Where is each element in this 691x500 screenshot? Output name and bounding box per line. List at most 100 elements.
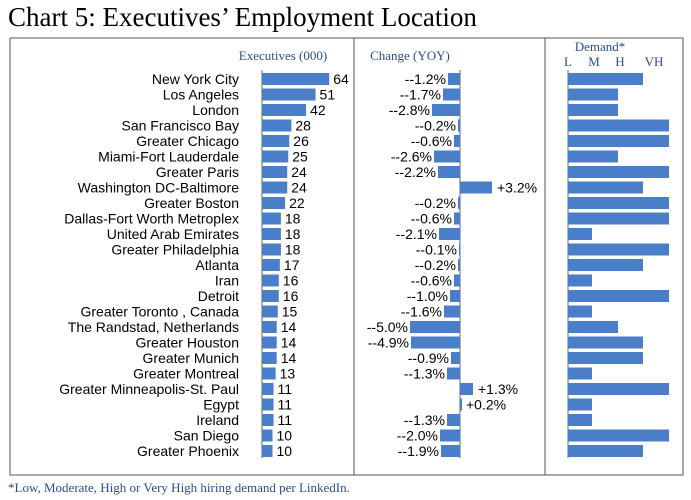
change-bar [434, 150, 460, 163]
demand-bar [568, 414, 592, 426]
executives-value-label: 28 [295, 118, 311, 134]
change-value-label: --1.7% [400, 87, 441, 103]
change-value-label: --0.6% [411, 273, 452, 289]
executives-bar [262, 73, 330, 85]
category-label: Egypt [203, 397, 239, 413]
change-header: Change (YOY) [370, 48, 450, 63]
change-value-label: --1.3% [404, 366, 445, 382]
executives-value-label: 15 [282, 304, 298, 320]
change-bar [447, 414, 460, 426]
demand-bar [568, 429, 669, 442]
executives-bar [262, 383, 274, 395]
change-value-label: --2.6% [391, 149, 432, 165]
category-label: Detroit [198, 288, 239, 304]
change-bar [444, 305, 460, 318]
category-label: London [192, 102, 239, 118]
executives-value-label: 42 [310, 102, 326, 118]
change-value-label: --0.6% [411, 133, 452, 149]
category-label: Los Angeles [163, 87, 239, 103]
category-label: United Arab Emirates [107, 226, 239, 242]
demand-bar [568, 336, 643, 349]
executives-value-label: 13 [280, 366, 296, 382]
executives-value-label: 10 [277, 428, 293, 444]
demand-bar [568, 197, 669, 209]
demand-bar [568, 119, 669, 132]
executives-bar [262, 259, 280, 271]
executives-value-label: 24 [291, 164, 307, 180]
demand-bar [568, 445, 643, 457]
executives-value-label: 11 [278, 412, 293, 428]
demand-bar [568, 352, 643, 364]
demand-level-label: L [564, 54, 572, 69]
change-bar [459, 243, 461, 256]
panel-demand-frame [544, 37, 684, 476]
change-bar [454, 135, 460, 147]
change-bar [411, 336, 460, 349]
executives-bar [262, 197, 286, 209]
executives-bar [262, 135, 290, 147]
change-bar [458, 197, 460, 209]
demand-bar [568, 166, 669, 178]
demand-bar [568, 290, 669, 302]
executives-bar [262, 305, 278, 318]
executives-bar [262, 212, 281, 225]
demand-bar [568, 135, 669, 147]
executives-bar [262, 367, 276, 380]
executives-value-label: 22 [289, 195, 305, 211]
change-value-label: +0.2% [466, 397, 506, 413]
executives-bar [262, 228, 281, 240]
executives-bar [262, 352, 277, 364]
change-bar [450, 290, 460, 302]
executives-bar [262, 429, 273, 442]
executives-bar [262, 119, 292, 132]
change-value-label: --1.9% [398, 443, 439, 459]
change-value-label: --1.6% [401, 304, 442, 320]
category-label: The Randstad, Netherlands [68, 319, 239, 335]
category-label: Greater Munich [143, 350, 239, 366]
category-label: Atlanta [195, 257, 239, 273]
change-bar [443, 88, 460, 101]
demand-bar [568, 88, 618, 101]
demand-bar [568, 181, 643, 194]
category-label: Miami-Fort Lauderdale [98, 149, 239, 165]
demand-level-label: VH [645, 54, 664, 69]
category-label: Ireland [196, 412, 239, 428]
executives-value-label: 10 [277, 443, 293, 459]
executives-header: Executives (000) [239, 48, 327, 63]
executives-value-label: 16 [283, 273, 299, 289]
demand-bar [568, 383, 669, 395]
change-value-label: --0.1% [416, 242, 457, 258]
change-value-label: --2.2% [395, 164, 436, 180]
demand-level-label: H [615, 54, 624, 69]
executives-bar [262, 166, 288, 178]
demand-bar [568, 305, 592, 318]
executives-bar [262, 414, 274, 426]
category-label: Greater Montreal [133, 366, 239, 382]
executives-bar [262, 398, 274, 411]
executives-bar [262, 243, 281, 256]
category-label: Greater Paris [156, 164, 239, 180]
executives-value-label: 18 [285, 242, 301, 258]
change-bar [458, 259, 460, 271]
demand-bar [568, 73, 643, 85]
demand-level-label: M [588, 54, 600, 69]
executives-bar [262, 336, 277, 349]
change-value-label: --0.9% [408, 350, 449, 366]
executives-value-label: 18 [285, 226, 301, 242]
executives-bar [262, 104, 307, 116]
category-label: Washington DC-Baltimore [78, 180, 240, 196]
executives-value-label: 11 [278, 397, 293, 413]
change-value-label: --1.0% [407, 288, 448, 304]
executives-bar [262, 150, 289, 163]
change-value-label: --5.0% [367, 319, 408, 335]
category-label: Greater Houston [136, 335, 240, 351]
executives-value-label: 14 [281, 319, 297, 335]
change-bar [438, 166, 460, 178]
category-label: Iran [215, 273, 239, 289]
category-label: Greater Toronto , Canada [80, 304, 239, 320]
category-label: Greater Philadelphia [111, 242, 239, 258]
executives-value-label: 18 [285, 211, 301, 227]
executives-bar [262, 274, 279, 287]
executives-value-label: 26 [293, 133, 309, 149]
executives-bar [262, 445, 273, 457]
